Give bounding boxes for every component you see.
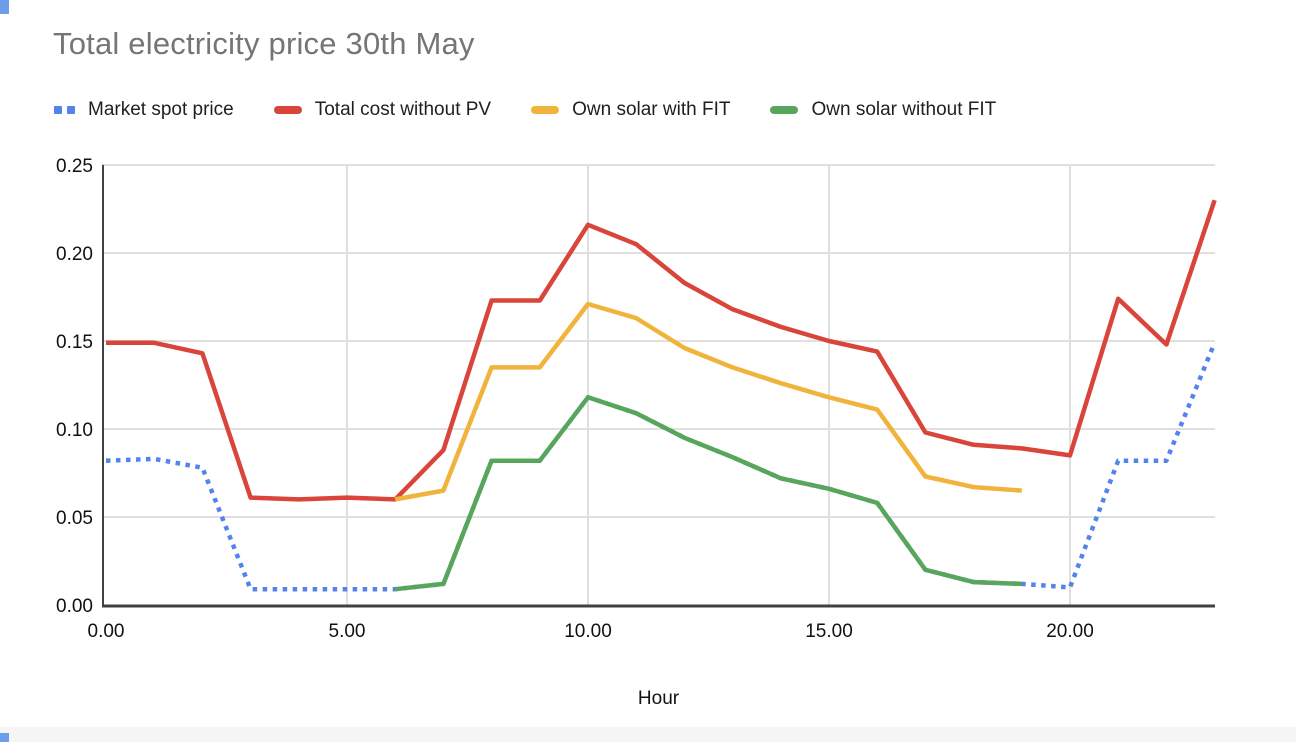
series-line-own-solar-without-fit <box>394 395 1022 592</box>
x-tick-label: 5.00 <box>329 621 366 642</box>
y-tick-label: 0.05 <box>56 508 93 529</box>
legend-label: Total cost without PV <box>314 99 492 120</box>
legend-label: Market spot price <box>88 99 234 120</box>
legend-label: Own solar without FIT <box>811 99 997 120</box>
legend-item-total-cost-without-pv: Total cost without PV <box>273 99 492 121</box>
y-tick-label: 0.15 <box>56 332 93 353</box>
legend-swatch-icon <box>54 106 75 114</box>
series-line-own-solar-with-fit <box>394 301 1022 502</box>
bottom-bar <box>0 727 1296 742</box>
y-tick-label: 0.20 <box>56 244 93 265</box>
x-axis-title: Hour <box>637 688 680 709</box>
legend-item-own-solar-without-fit: Own solar without FIT <box>770 99 996 121</box>
legend: Market spot price Total cost without PV … <box>54 99 996 121</box>
x-tick-label: 10.00 <box>564 621 612 642</box>
legend-swatch-icon <box>531 106 560 114</box>
y-tick-label: 0.00 <box>56 596 93 617</box>
legend-swatch-icon <box>273 106 302 114</box>
gridlines <box>102 164 1215 605</box>
legend-label: Own solar with FIT <box>572 99 731 120</box>
legend-item-market-spot-price: Market spot price <box>54 99 234 121</box>
x-tick-label: 15.00 <box>805 621 853 642</box>
selection-handle-icon <box>0 0 9 14</box>
series-line-total-cost-without-pv <box>106 199 1217 502</box>
legend-swatch-icon <box>770 106 799 114</box>
x-tick-label: 0.00 <box>88 621 125 642</box>
y-tick-label: 0.25 <box>56 156 93 177</box>
tick-labels: 0.00 0.05 0.10 0.15 0.20 0.25 0.00 5.00 10.00 15.… <box>56 156 1094 642</box>
legend-item-own-solar-with-fit: Own solar with FIT <box>531 99 730 121</box>
chart-title: Total electricity price 30th May <box>53 26 475 61</box>
y-tick-label: 0.10 <box>56 420 93 441</box>
x-tick-label: 20.00 <box>1046 621 1094 642</box>
series-line-market-spot-price <box>105 341 1217 592</box>
selection-handle-icon <box>0 733 9 742</box>
